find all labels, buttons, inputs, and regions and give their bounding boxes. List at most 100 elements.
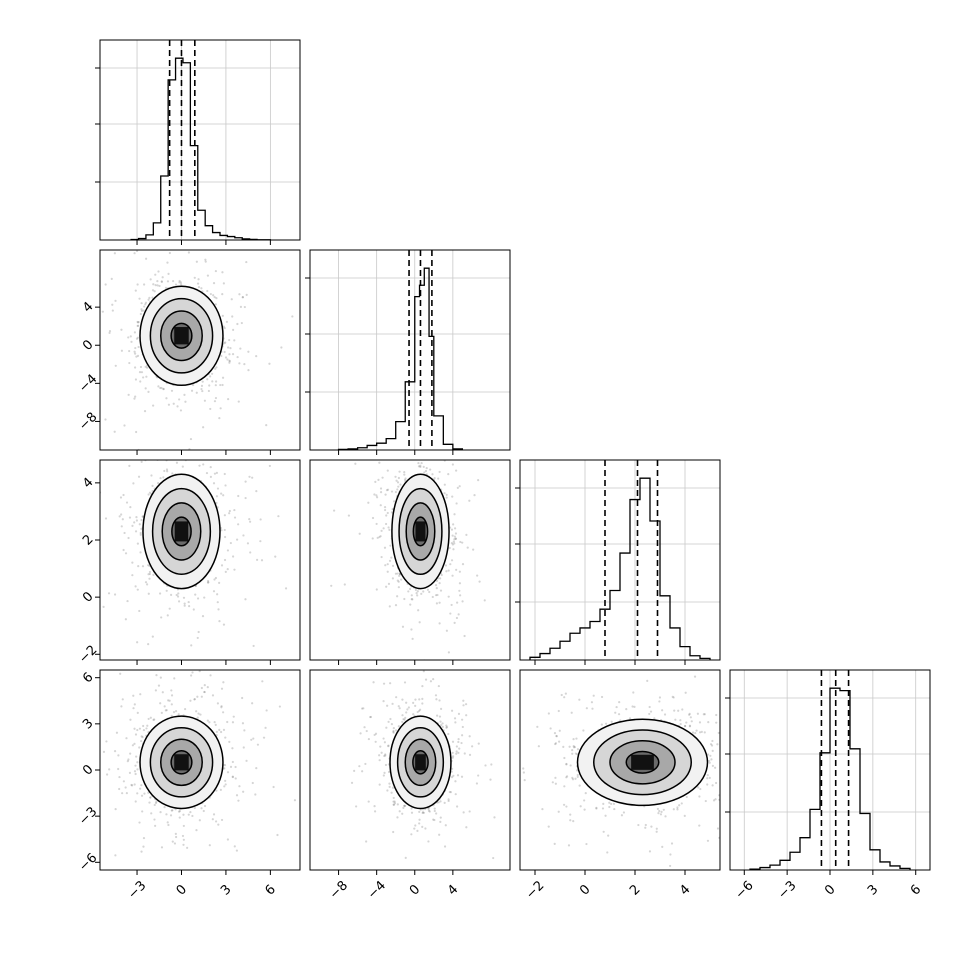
scatter-point — [248, 475, 251, 478]
scatter-point — [214, 220, 216, 222]
scatter-point — [224, 736, 227, 739]
panel-p10: 40−4−8 — [76, 220, 301, 455]
scatter-point — [437, 477, 440, 480]
scatter-point — [142, 728, 146, 732]
scatter-point — [108, 768, 111, 771]
scatter-point — [244, 480, 247, 483]
scatter-point — [216, 702, 220, 705]
scatter-point — [215, 730, 218, 733]
scatter-point — [456, 805, 459, 808]
scatter-point — [399, 483, 402, 486]
scatter-point — [385, 514, 388, 517]
density-peak — [174, 327, 189, 345]
scatter-point — [209, 407, 212, 411]
scatter-point — [146, 583, 149, 586]
scatter-point — [396, 816, 399, 819]
scatter-point — [213, 472, 217, 475]
scatter-point — [177, 713, 180, 716]
scatter-point — [462, 699, 465, 702]
scatter-point — [176, 595, 180, 598]
scatter-point — [365, 729, 368, 733]
scatter-point — [398, 574, 401, 578]
scatter-point — [424, 678, 428, 681]
scatter-point — [477, 742, 480, 745]
x-tick-label: 3 — [218, 882, 234, 898]
density-contour — [170, 750, 193, 775]
scatter-point — [144, 581, 148, 584]
scatter-point — [237, 400, 240, 403]
scatter-point — [390, 511, 394, 514]
scatter-point — [149, 278, 152, 281]
scatter-point — [554, 742, 557, 745]
scatter-point — [644, 823, 647, 827]
scatter-point — [212, 482, 216, 485]
scatter-point — [449, 563, 452, 566]
scatter-point — [221, 376, 225, 379]
scatter-point — [115, 731, 119, 734]
scatter-point — [407, 706, 410, 709]
scatter-point — [416, 829, 419, 832]
scatter-point — [245, 759, 248, 762]
scatter-point — [391, 441, 393, 443]
scatter-point — [170, 694, 174, 697]
scatter-point — [136, 588, 139, 591]
scatter-point — [554, 776, 557, 779]
scatter-point — [415, 592, 418, 595]
scatter-point — [118, 787, 121, 791]
scatter-point — [214, 396, 218, 400]
scatter-point — [410, 594, 413, 597]
scatter-point — [153, 818, 156, 821]
scatter-point — [168, 699, 171, 702]
scatter-point — [160, 616, 163, 619]
scatter-point — [226, 549, 230, 552]
scatter-point — [711, 764, 715, 767]
scatter-point — [384, 754, 387, 757]
scatter-point — [330, 584, 333, 587]
scatter-point — [255, 490, 258, 493]
x-tick-label: 6 — [262, 882, 278, 898]
scatter-point — [168, 251, 171, 255]
scatter-point — [193, 698, 196, 701]
scatter-point — [439, 720, 442, 723]
panel-p31: −8 −4 0 4 — [309, 669, 511, 902]
scatter-point — [395, 696, 398, 699]
scatter-point — [140, 460, 143, 463]
scatter-point — [402, 806, 405, 809]
y-tick-label: 6 — [80, 670, 96, 686]
scatter-point — [149, 716, 152, 719]
scatter-point — [108, 331, 111, 335]
scatter-point — [204, 260, 207, 263]
scatter-point — [140, 784, 143, 787]
scatter-point — [140, 850, 143, 853]
y-tick-label: 0 — [80, 589, 96, 605]
scatter-point — [133, 783, 136, 786]
scatter-point — [189, 699, 192, 702]
scatter-point — [716, 827, 720, 830]
scatter-point — [228, 512, 231, 515]
scatter-point — [167, 403, 171, 406]
scatter-point — [226, 771, 230, 774]
scatter-point — [764, 713, 766, 715]
scatter-point — [697, 786, 700, 789]
scatter-point — [222, 728, 226, 731]
scatter-point — [444, 564, 448, 567]
scatter-point — [167, 699, 170, 702]
scatter-point — [136, 792, 139, 795]
scatter-point — [104, 283, 107, 286]
scatter-point — [417, 402, 419, 404]
scatter-point — [222, 494, 225, 497]
scatter-point — [196, 716, 199, 719]
scatter-point — [155, 800, 158, 803]
scatter-point — [614, 711, 617, 714]
scatter-point — [699, 787, 702, 791]
scatter-point — [173, 453, 175, 455]
scatter-point — [699, 731, 702, 734]
scatter-point — [447, 732, 450, 736]
scatter-point — [155, 674, 158, 677]
scatter-point — [454, 721, 457, 724]
scatter-point — [143, 305, 146, 308]
scatter-point — [138, 821, 141, 824]
scatter-point — [461, 734, 464, 737]
scatter-point — [418, 709, 421, 713]
scatter-point — [201, 389, 204, 393]
